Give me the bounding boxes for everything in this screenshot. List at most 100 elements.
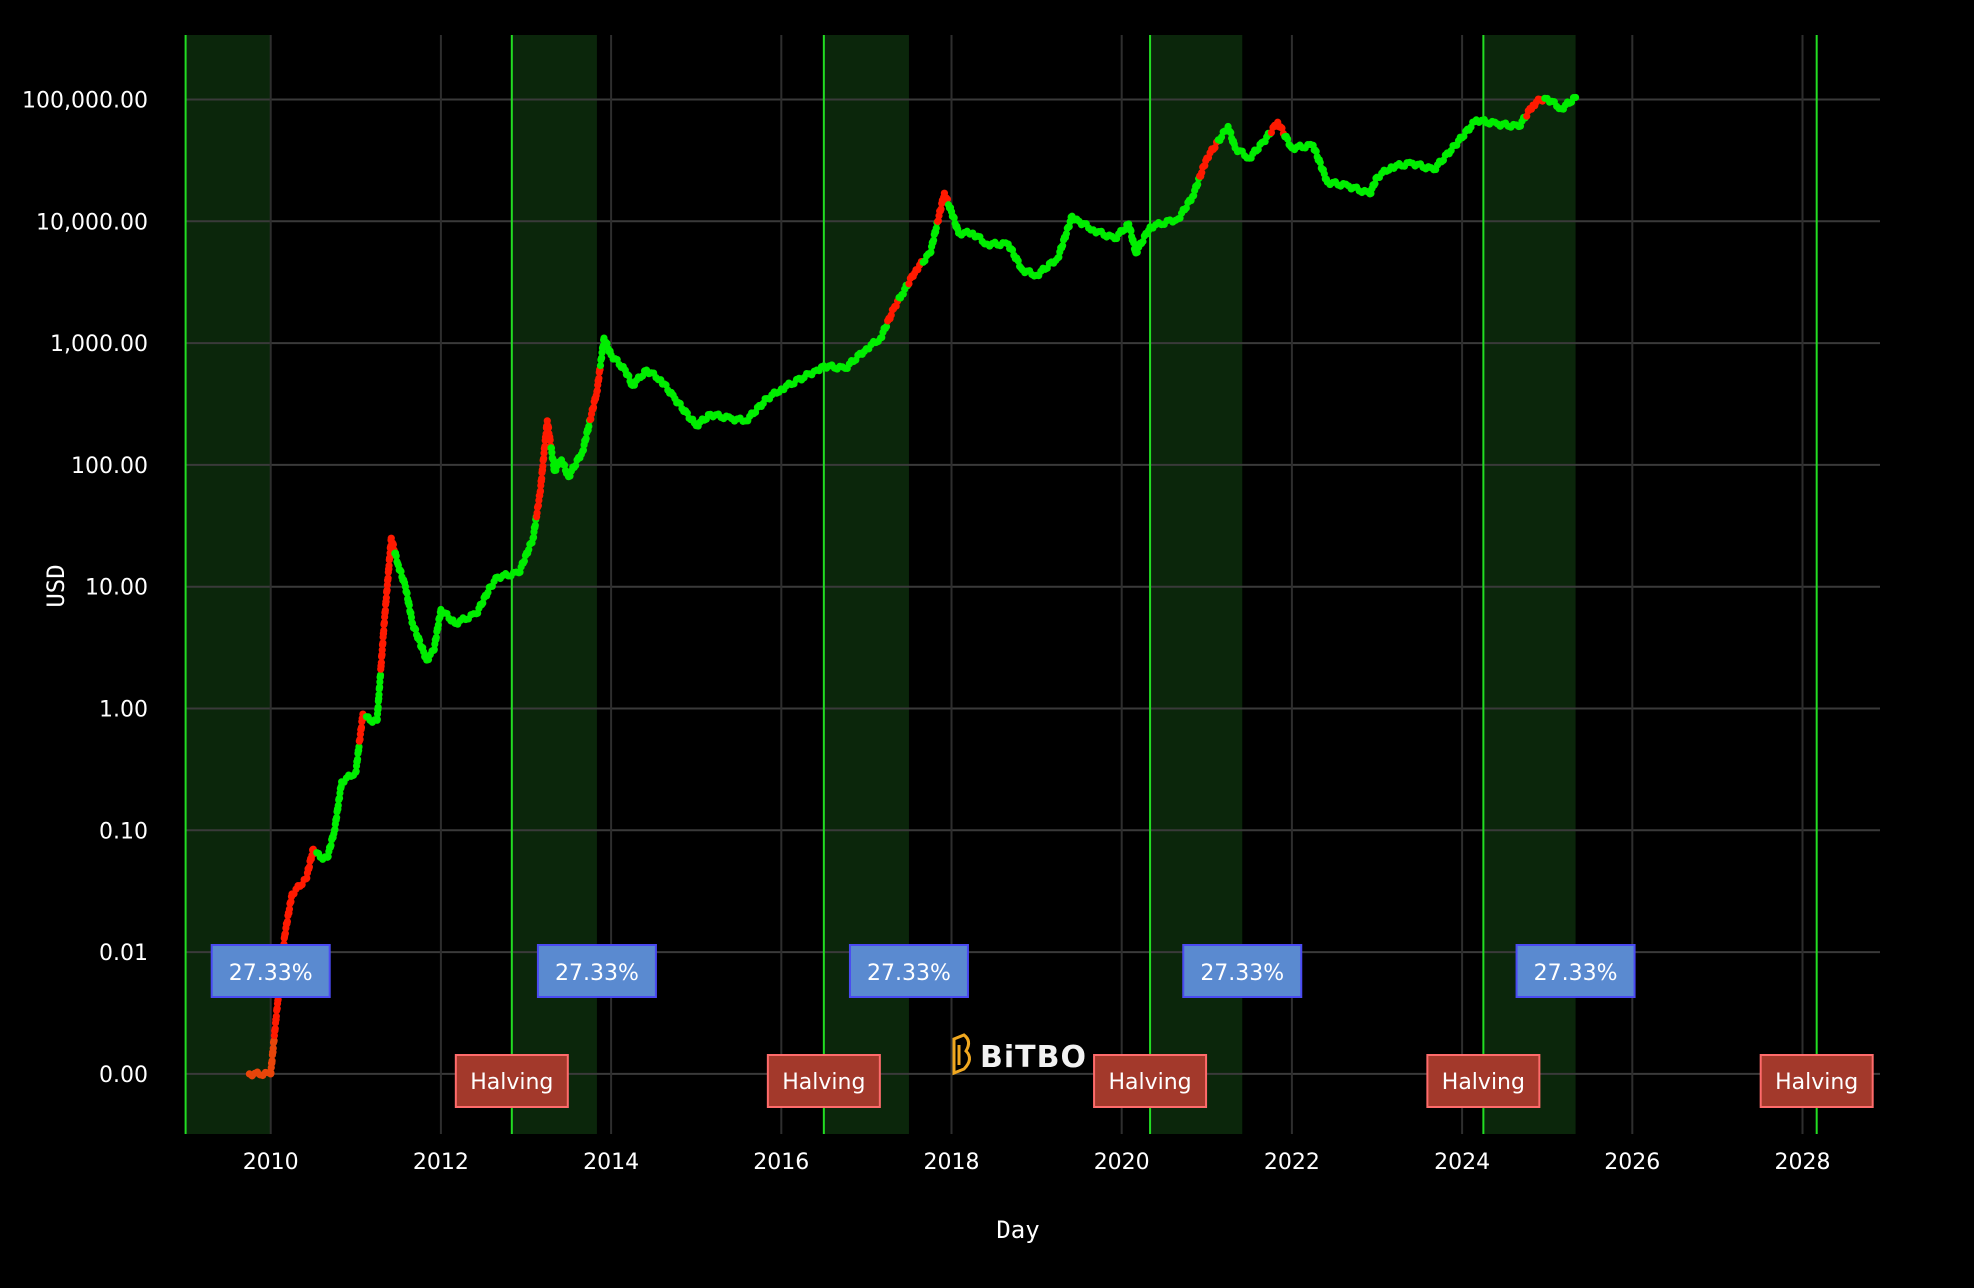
price-dot xyxy=(589,403,598,412)
price-dot xyxy=(479,599,487,607)
halving-box xyxy=(1093,1054,1208,1108)
price-dot xyxy=(333,814,341,822)
y-tick-label: 100,000.00 xyxy=(22,89,148,114)
price-dot xyxy=(331,825,339,834)
x-tick-label: 2022 xyxy=(1264,1150,1320,1175)
price-dot xyxy=(434,621,442,629)
x-tick-label: 2026 xyxy=(1604,1150,1660,1175)
price-dot xyxy=(383,586,391,594)
cycle-percent-box xyxy=(1182,944,1303,998)
y-axis-title: USD xyxy=(42,564,70,607)
y-tick-label: 1,000.00 xyxy=(50,332,148,357)
price-dot xyxy=(380,626,388,635)
price-dot xyxy=(595,374,603,382)
price-dot xyxy=(381,606,389,614)
price-dot xyxy=(927,248,935,256)
price-dot xyxy=(375,691,383,699)
price-dot xyxy=(1194,180,1202,188)
price-dot xyxy=(579,446,588,454)
y-tick-label: 10.00 xyxy=(85,576,148,601)
x-tick-label: 2014 xyxy=(583,1150,639,1175)
price-dot xyxy=(1278,124,1286,132)
price-dot xyxy=(389,540,397,549)
price-dot xyxy=(270,1037,278,1045)
price-dot xyxy=(538,475,546,483)
price-dot xyxy=(1227,129,1235,137)
price-dot xyxy=(1059,242,1067,250)
price-dot xyxy=(269,1044,277,1052)
price-dot xyxy=(536,487,545,495)
price-dot xyxy=(374,703,382,711)
x-tick-label: 2024 xyxy=(1434,1150,1490,1175)
price-dot xyxy=(355,743,363,751)
price-dot xyxy=(943,195,952,203)
bitbo-logo: BiTBO xyxy=(952,1033,1087,1076)
y-tick-label: 0.01 xyxy=(99,941,148,966)
price-dot xyxy=(582,434,590,443)
price-dot xyxy=(281,929,289,938)
price-dot xyxy=(373,715,381,723)
price-dot xyxy=(541,442,549,450)
price-dot xyxy=(540,454,548,462)
price-dot xyxy=(544,424,553,432)
price-dot xyxy=(598,354,606,362)
price-dot xyxy=(271,1025,279,1033)
price-dot xyxy=(268,1057,276,1065)
price-dot xyxy=(1062,230,1070,238)
cycle-percent-label: 27.33% xyxy=(867,961,951,986)
price-dot xyxy=(1312,147,1320,155)
price-dot xyxy=(937,205,945,213)
price-dot xyxy=(539,462,547,470)
price-dot xyxy=(593,386,601,395)
halving-lines xyxy=(184,35,1818,1134)
price-dot xyxy=(432,633,440,641)
halving-box xyxy=(1759,1054,1874,1108)
price-dot xyxy=(549,456,557,464)
y-tick-label: 0.10 xyxy=(99,819,148,844)
price-dot xyxy=(1182,204,1190,212)
price-dot xyxy=(267,1069,275,1077)
y-tick-label: 1.00 xyxy=(99,698,148,723)
cycle-percent-label: 27.33% xyxy=(229,961,313,986)
halving-box xyxy=(454,1054,569,1108)
price-dot xyxy=(356,735,364,743)
price-dots xyxy=(245,93,1580,1080)
price-dot xyxy=(905,280,913,288)
price-dot xyxy=(572,461,580,470)
price-dot xyxy=(1127,227,1135,235)
price-dot xyxy=(379,639,387,647)
price-dot xyxy=(380,618,389,627)
price-dot xyxy=(1130,239,1138,247)
price-dot xyxy=(882,322,891,331)
y-axis-ticks: 100,000.00 10,000.00 1,000.00 100.00 10.00 1.… xyxy=(22,89,148,1088)
price-dot xyxy=(625,372,633,380)
price-dot xyxy=(525,546,533,554)
y-tick-label: 100.00 xyxy=(71,454,148,479)
price-dot xyxy=(1571,93,1580,102)
price-dot xyxy=(1014,257,1022,265)
price-dot xyxy=(357,723,366,732)
halving-box xyxy=(1426,1054,1541,1108)
price-dot xyxy=(520,557,528,565)
cycle-percent-label: 27.33% xyxy=(1200,961,1284,986)
halving-label: Halving xyxy=(1108,1070,1191,1095)
bitbo-logo-text: BiTBO xyxy=(980,1040,1087,1075)
halving-label: Halving xyxy=(470,1070,553,1095)
price-dot xyxy=(272,1012,280,1020)
halving-label: Halving xyxy=(1775,1070,1858,1095)
price-dot xyxy=(285,905,294,913)
y-tick-label: 0.00 xyxy=(99,1063,148,1088)
price-dot xyxy=(382,594,390,602)
annotation-boxes: 27.33% 27.33% 27.33% 27.33% 27.33% Halving Hal… xyxy=(210,944,1874,1108)
price-dot xyxy=(887,311,895,319)
y-tick-label: 10,000.00 xyxy=(36,210,148,235)
bitbo-logo-icon xyxy=(952,1033,971,1076)
price-dot xyxy=(533,509,541,517)
cycle-percent-box xyxy=(536,944,657,998)
price-dot xyxy=(1316,158,1324,167)
x-tick-label: 2028 xyxy=(1775,1150,1831,1175)
price-dot xyxy=(385,562,393,570)
price-dot xyxy=(384,574,392,582)
price-dot xyxy=(1284,135,1292,143)
price-dot xyxy=(531,521,539,529)
